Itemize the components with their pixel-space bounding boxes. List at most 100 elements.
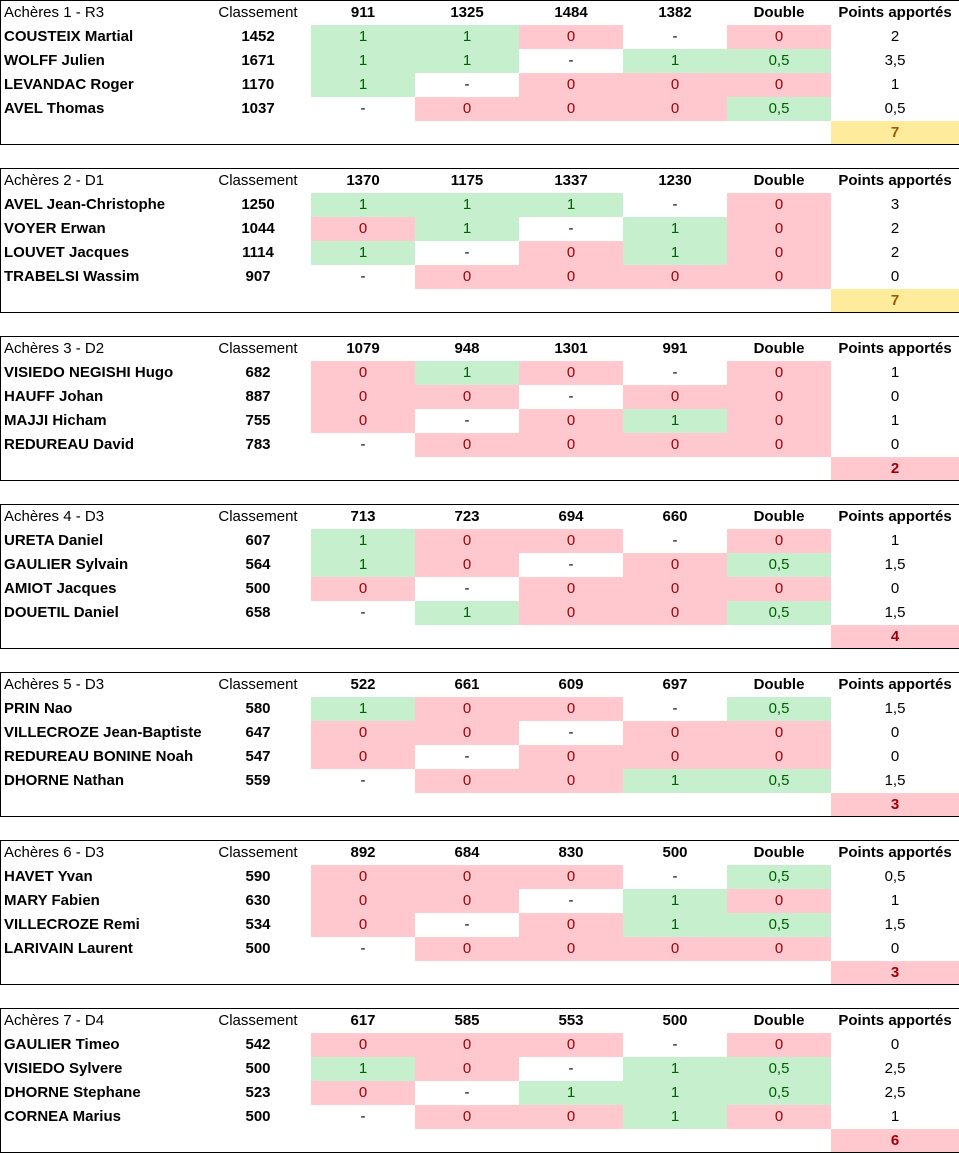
- opponent-rating[interactable]: 991: [662, 340, 688, 357]
- match-result[interactable]: 0: [415, 433, 519, 457]
- match-result[interactable]: 0: [311, 385, 415, 409]
- player-rank[interactable]: 658: [245, 604, 271, 621]
- rank-header[interactable]: Classement: [218, 844, 298, 861]
- player-points[interactable]: 0: [890, 724, 900, 741]
- player-points[interactable]: 3,5: [884, 52, 906, 69]
- match-result[interactable]: 0: [415, 385, 519, 409]
- player-name[interactable]: GAULIER Timeo: [4, 1036, 120, 1053]
- match-result[interactable]: 1: [311, 73, 415, 97]
- match-result[interactable]: -: [568, 556, 574, 573]
- match-result[interactable]: -: [360, 772, 366, 789]
- opponent-rating[interactable]: 694: [558, 508, 584, 525]
- match-result[interactable]: 0: [311, 577, 415, 601]
- opponent-rating[interactable]: 1484: [554, 4, 588, 21]
- team-title[interactable]: Achères 5 - D3: [4, 676, 105, 693]
- player-rank[interactable]: 547: [245, 748, 271, 765]
- player-rank[interactable]: 1044: [241, 220, 275, 237]
- double-result[interactable]: 0: [727, 385, 831, 409]
- match-result[interactable]: 0: [519, 937, 623, 961]
- player-rank[interactable]: 755: [245, 412, 271, 429]
- match-result[interactable]: 0: [623, 433, 727, 457]
- double-result[interactable]: 0,5: [727, 865, 831, 889]
- player-rank[interactable]: 500: [245, 940, 271, 957]
- match-result[interactable]: 0: [519, 577, 623, 601]
- opponent-rating[interactable]: 948: [454, 340, 480, 357]
- double-header[interactable]: Double: [753, 676, 805, 693]
- player-rank[interactable]: 887: [245, 388, 271, 405]
- match-result[interactable]: 0: [623, 745, 727, 769]
- match-result[interactable]: 0: [311, 865, 415, 889]
- player-points[interactable]: 1,5: [884, 772, 906, 789]
- opponent-rating[interactable]: 522: [350, 676, 376, 693]
- match-result[interactable]: 0: [623, 97, 727, 121]
- player-rank[interactable]: 500: [245, 1108, 271, 1125]
- match-result[interactable]: 1: [623, 889, 727, 913]
- rank-header[interactable]: Classement: [218, 508, 298, 525]
- match-result[interactable]: -: [672, 28, 678, 45]
- double-result[interactable]: 0: [727, 529, 831, 553]
- opponent-rating[interactable]: 553: [558, 1012, 584, 1029]
- player-points[interactable]: 1: [890, 892, 900, 909]
- player-rank[interactable]: 682: [245, 364, 271, 381]
- player-name[interactable]: GAULIER Sylvain: [4, 556, 129, 573]
- match-result[interactable]: -: [568, 388, 574, 405]
- player-rank[interactable]: 907: [245, 268, 271, 285]
- match-result[interactable]: -: [464, 412, 470, 429]
- player-points[interactable]: 1: [890, 532, 900, 549]
- match-result[interactable]: 1: [311, 25, 415, 49]
- match-result[interactable]: -: [568, 220, 574, 237]
- double-result[interactable]: 0: [727, 265, 831, 289]
- match-result[interactable]: -: [672, 700, 678, 717]
- team-title[interactable]: Achères 7 - D4: [4, 1012, 105, 1029]
- match-result[interactable]: 0: [519, 529, 623, 553]
- match-result[interactable]: 0: [519, 769, 623, 793]
- player-points[interactable]: 1: [890, 412, 900, 429]
- team-total-points[interactable]: 3: [831, 793, 959, 817]
- player-points[interactable]: 0,5: [884, 100, 906, 117]
- points-header[interactable]: Points apportés: [838, 340, 952, 357]
- player-points[interactable]: 0,5: [884, 868, 906, 885]
- team-title[interactable]: Achères 1 - R3: [4, 4, 105, 21]
- match-result[interactable]: 0: [519, 1033, 623, 1057]
- match-result[interactable]: 0: [519, 73, 623, 97]
- player-points[interactable]: 2: [890, 244, 900, 261]
- match-result[interactable]: 0: [519, 265, 623, 289]
- match-result[interactable]: 0: [623, 577, 727, 601]
- player-name[interactable]: AVEL Thomas: [4, 100, 105, 117]
- opponent-rating[interactable]: 660: [662, 508, 688, 525]
- match-result[interactable]: 0: [415, 265, 519, 289]
- points-header[interactable]: Points apportés: [838, 676, 952, 693]
- match-result[interactable]: 0: [623, 73, 727, 97]
- match-result[interactable]: 0: [415, 937, 519, 961]
- match-result[interactable]: -: [568, 52, 574, 69]
- double-result[interactable]: 0: [727, 745, 831, 769]
- opponent-rating[interactable]: 911: [350, 4, 376, 21]
- double-result[interactable]: 0,5: [727, 913, 831, 937]
- match-result[interactable]: 0: [519, 361, 623, 385]
- match-result[interactable]: -: [360, 604, 366, 621]
- rank-header[interactable]: Classement: [218, 340, 298, 357]
- points-header[interactable]: Points apportés: [838, 4, 952, 21]
- match-result[interactable]: 1: [415, 217, 519, 241]
- player-name[interactable]: AVEL Jean-Christophe: [4, 196, 166, 213]
- match-result[interactable]: -: [360, 1108, 366, 1125]
- opponent-rating[interactable]: 585: [454, 1012, 480, 1029]
- match-result[interactable]: 0: [311, 361, 415, 385]
- match-result[interactable]: 0: [415, 721, 519, 745]
- rank-header[interactable]: Classement: [218, 4, 298, 21]
- opponent-rating[interactable]: 1079: [346, 340, 380, 357]
- match-result[interactable]: 1: [623, 913, 727, 937]
- match-result[interactable]: 0: [519, 97, 623, 121]
- player-rank[interactable]: 1452: [241, 28, 275, 45]
- double-result[interactable]: 0,5: [727, 1081, 831, 1105]
- player-points[interactable]: 2: [890, 28, 900, 45]
- opponent-rating[interactable]: 500: [662, 1012, 688, 1029]
- player-points[interactable]: 0: [890, 388, 900, 405]
- match-result[interactable]: -: [672, 532, 678, 549]
- player-points[interactable]: 0: [890, 436, 900, 453]
- match-result[interactable]: 1: [623, 1081, 727, 1105]
- opponent-rating[interactable]: 1370: [346, 172, 380, 189]
- match-result[interactable]: 1: [623, 241, 727, 265]
- match-result[interactable]: 0: [311, 217, 415, 241]
- match-result[interactable]: 0: [311, 745, 415, 769]
